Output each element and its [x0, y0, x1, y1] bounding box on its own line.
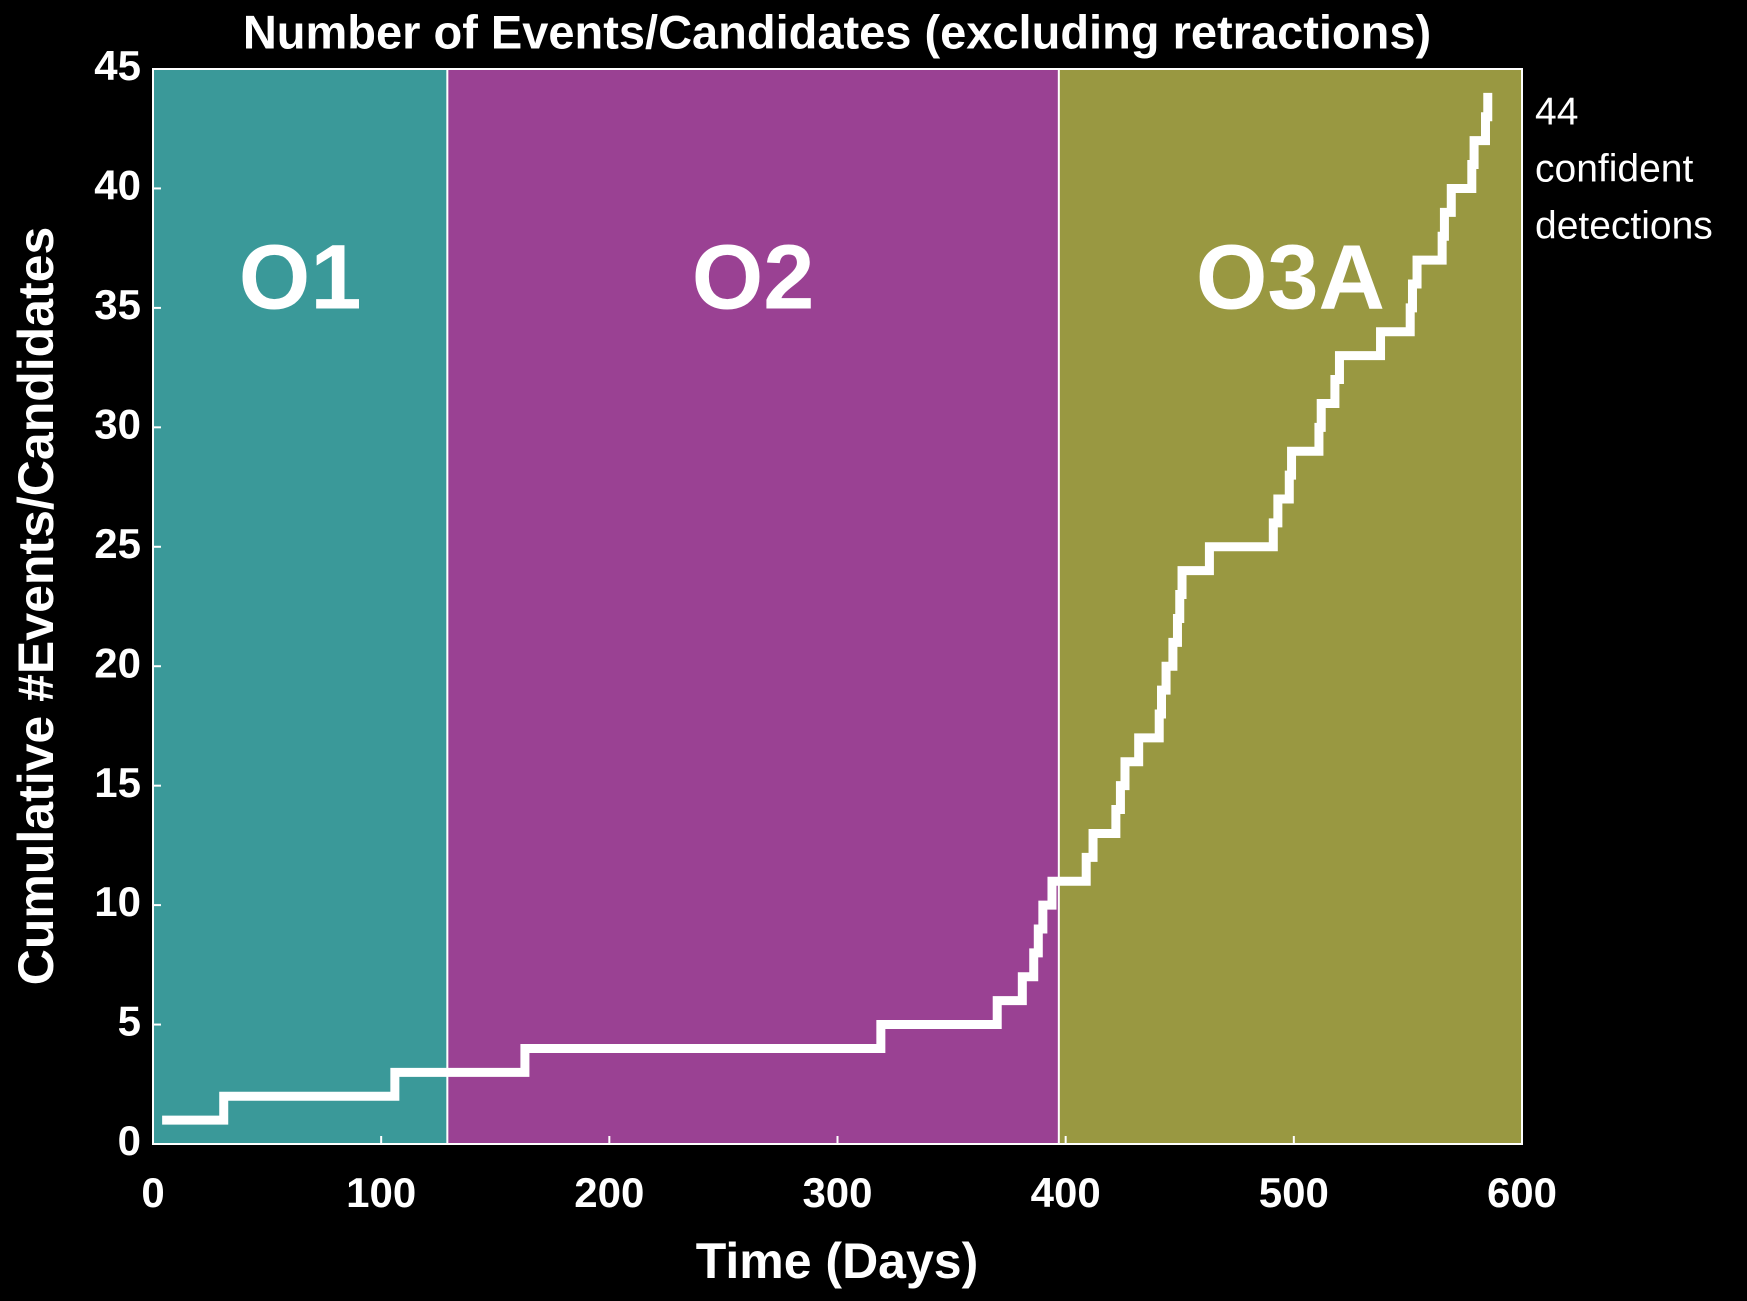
y-tick-label: 15 [94, 759, 141, 806]
annotation: 44 [1535, 90, 1578, 133]
y-tick-label: 30 [94, 400, 141, 447]
y-axis-label: Cumulative #Events/Candidates [8, 227, 64, 986]
x-tick-label: 400 [1031, 1169, 1101, 1216]
x-tick-label: 100 [346, 1169, 416, 1216]
x-tick-label: 0 [141, 1169, 164, 1216]
step-line [162, 92, 1493, 1125]
x-tick-label: 500 [1259, 1169, 1329, 1216]
y-tick-label: 0 [118, 1117, 141, 1164]
y-tick-label: 45 [94, 42, 141, 89]
region [447, 69, 1059, 1144]
y-tick-label: 10 [94, 878, 141, 925]
annotation: confident [1535, 147, 1693, 190]
y-tick-label: 25 [94, 520, 141, 567]
regions [153, 69, 1522, 1144]
region [153, 69, 448, 1144]
y-tick-label: 20 [94, 639, 141, 686]
x-tick-label: 300 [802, 1169, 872, 1216]
x-tick-label: 200 [574, 1169, 644, 1216]
x-tick-label: 600 [1487, 1169, 1557, 1216]
annotation: detections [1535, 204, 1713, 247]
region-label: O1 [239, 226, 362, 328]
y-tick-label: 35 [94, 281, 141, 328]
y-tick-label: 40 [94, 162, 141, 209]
region-label: O3A [1196, 226, 1385, 328]
region-label: O2 [692, 226, 815, 328]
chart-title: Number of Events/Candidates (excluding r… [243, 5, 1431, 58]
y-tick-label: 5 [118, 998, 141, 1045]
x-axis-label: Time (Days) [696, 1233, 979, 1289]
